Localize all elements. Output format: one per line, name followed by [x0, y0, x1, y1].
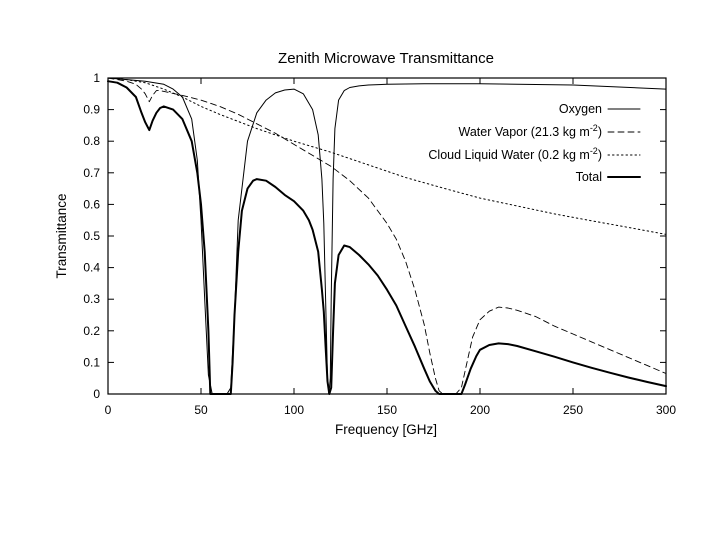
x-tick-label: 50 [194, 403, 208, 417]
series-layer [107, 77, 667, 395]
legend-label-2: Cloud Liquid Water (0.2 kg m-2) [428, 146, 602, 162]
y-tick-label: 1 [93, 71, 100, 85]
series-line-2 [107, 77, 667, 235]
legend-label-3: Total [576, 170, 602, 184]
legend-close: ) [598, 148, 602, 162]
y-tick-label: 0.2 [83, 324, 100, 338]
x-tick-label: 200 [470, 403, 490, 417]
y-tick-label: 0.3 [83, 292, 100, 306]
legend-text: Water Vapor (21.3 kg m [459, 125, 590, 139]
y-tick-label: 0.4 [83, 261, 100, 275]
legend-label-1: Water Vapor (21.3 kg m-2) [459, 123, 603, 139]
y-tick-label: 0.9 [83, 103, 100, 117]
y-tick-label: 0.7 [83, 166, 100, 180]
x-axis-label: Frequency [GHz] [335, 422, 437, 437]
legend-label-0: Oxygen [559, 102, 602, 116]
series-line-3 [107, 80, 667, 395]
x-axis-ticks: 0 50 100 150 200 250 300 [105, 78, 676, 417]
legend-text: Cloud Liquid Water (0.2 kg m [428, 148, 589, 162]
legend-text: Total [576, 170, 602, 184]
legend-close: ) [598, 125, 602, 139]
y-tick-label: 0.8 [83, 134, 100, 148]
y-tick-label: 0 [93, 387, 100, 401]
series-line-1 [107, 77, 667, 395]
plot-area: 0 50 100 150 200 250 300 0 0.1 0.2 0.3 0.4 0.5 0.6 0.… [83, 71, 676, 417]
y-tick-label: 0.6 [83, 197, 100, 211]
x-tick-label: 0 [105, 403, 112, 417]
x-tick-label: 150 [377, 403, 397, 417]
y-axis-label: Transmittance [54, 193, 69, 278]
x-tick-label: 300 [656, 403, 676, 417]
chart-title: Zenith Microwave Transmittance [278, 50, 494, 67]
y-tick-label: 0.5 [83, 229, 100, 243]
x-tick-label: 100 [284, 403, 304, 417]
legend-superscript: -2 [590, 146, 598, 156]
x-tick-label: 250 [563, 403, 583, 417]
y-axis-ticks: 0 0.1 0.2 0.3 0.4 0.5 0.6 0.7 0.8 0.9 1 [83, 71, 666, 401]
legend-text: Oxygen [559, 102, 602, 116]
y-tick-label: 0.1 [83, 355, 100, 369]
legend-superscript: -2 [590, 123, 598, 133]
